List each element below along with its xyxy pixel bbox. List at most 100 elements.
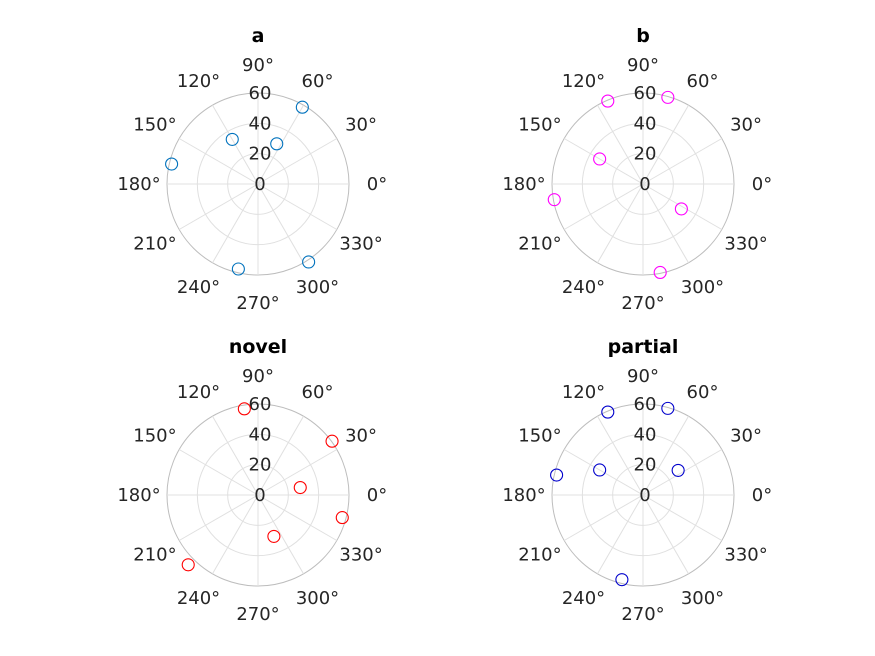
grid-spoke — [597, 415, 644, 496]
r-tick-label: 40 — [634, 113, 657, 134]
data-point — [615, 573, 629, 587]
data-point — [225, 132, 239, 146]
theta-tick-label: 120° — [562, 382, 605, 403]
theta-tick-label: 270° — [236, 604, 279, 625]
data-point — [231, 262, 245, 276]
data-point — [601, 94, 615, 108]
grid-spoke — [563, 138, 644, 185]
chart-title: partial — [608, 336, 679, 358]
theta-tick-label: 150° — [518, 115, 561, 136]
polar-chart-3: 0° 30° 60° 90° 120° 150° 180° 210° 240° 270° 300° 3… — [502, 336, 772, 625]
theta-tick-label: 300° — [296, 588, 339, 609]
theta-tick-label: 330° — [724, 234, 767, 255]
polar-chart-1: 0° 30° 60° 90° 120° 150° 180° 210° 240° 270° 300° 3… — [502, 25, 772, 314]
data-point — [237, 402, 251, 416]
theta-tick-label: 300° — [296, 277, 339, 298]
r-tick-label: 60 — [249, 83, 272, 104]
r-tick-label: 60 — [634, 83, 657, 104]
grid-spoke — [642, 449, 723, 496]
grid-spoke — [257, 138, 338, 185]
polar-chart-0: 0° 30° 60° 90° 120° 150° 180° 210° 240° 270° 300° 3… — [117, 25, 387, 314]
grid-spoke — [257, 183, 304, 264]
theta-tick-label: 270° — [621, 293, 664, 314]
theta-tick-label: 210° — [133, 234, 176, 255]
polar-chart-2: 0° 30° 60° 90° 120° 150° 180° 210° 240° 270° 300° 3… — [117, 336, 387, 625]
theta-tick-label: 30° — [730, 115, 762, 136]
theta-tick-label: 240° — [177, 277, 220, 298]
data-point — [653, 265, 667, 279]
theta-tick-label: 30° — [345, 115, 377, 136]
grid-spoke — [178, 449, 259, 496]
r-tick-label: 0 — [639, 174, 650, 195]
theta-tick-label: 240° — [177, 588, 220, 609]
grid-spoke — [178, 494, 259, 541]
grid-spoke — [257, 494, 304, 575]
grid-spoke — [178, 138, 259, 185]
data-point — [674, 202, 688, 216]
data-point — [302, 255, 316, 269]
grid-spoke — [257, 415, 304, 496]
grid-spoke — [257, 183, 338, 230]
grid-spoke — [212, 415, 259, 496]
grid-spoke — [257, 494, 338, 541]
theta-tick-label: 330° — [724, 545, 767, 566]
theta-tick-label: 330° — [339, 234, 382, 255]
grid-spoke — [642, 104, 689, 185]
theta-tick-label: 150° — [133, 426, 176, 447]
theta-tick-label: 0° — [367, 485, 387, 506]
r-tick-label: 20 — [249, 144, 272, 165]
grid-spoke — [597, 183, 644, 264]
theta-tick-label: 30° — [345, 426, 377, 447]
theta-tick-label: 60° — [302, 71, 334, 92]
theta-tick-label: 0° — [367, 174, 387, 195]
data-point — [181, 558, 195, 572]
data-point — [270, 137, 284, 151]
grid-spoke — [642, 415, 689, 496]
grid-spoke — [257, 104, 304, 185]
theta-tick-label: 180° — [117, 174, 160, 195]
theta-tick-label: 270° — [236, 293, 279, 314]
data-point — [325, 434, 339, 448]
data-point — [593, 152, 607, 166]
theta-tick-label: 300° — [681, 277, 724, 298]
grid-spoke — [597, 104, 644, 185]
grid-spoke — [642, 183, 723, 230]
grid-spoke — [642, 494, 689, 575]
r-tick-label: 20 — [249, 455, 272, 476]
data-point — [671, 463, 685, 477]
data-point — [293, 480, 307, 495]
grid-spoke — [642, 138, 723, 185]
r-tick-label: 20 — [634, 144, 657, 165]
grid-spoke — [212, 183, 259, 264]
theta-tick-label: 270° — [621, 604, 664, 625]
chart-title: b — [636, 25, 650, 47]
data-point — [550, 468, 564, 482]
grid-spoke — [563, 449, 644, 496]
theta-tick-label: 210° — [518, 545, 561, 566]
grid-spoke — [642, 183, 689, 264]
grid-spoke — [597, 494, 644, 575]
data-point — [267, 529, 281, 543]
data-point — [335, 511, 349, 525]
r-tick-label: 40 — [634, 424, 657, 445]
theta-tick-label: 120° — [177, 71, 220, 92]
chart-title: a — [252, 25, 265, 47]
theta-tick-label: 60° — [687, 71, 719, 92]
theta-tick-label: 60° — [687, 382, 719, 403]
theta-tick-label: 0° — [752, 485, 772, 506]
data-point — [165, 157, 179, 171]
r-tick-label: 60 — [249, 394, 272, 415]
data-point — [593, 463, 607, 477]
theta-tick-label: 90° — [242, 55, 274, 76]
data-point — [661, 401, 675, 415]
theta-tick-label: 240° — [562, 588, 605, 609]
theta-tick-label: 120° — [562, 71, 605, 92]
theta-tick-label: 60° — [302, 382, 334, 403]
grid-spoke — [212, 494, 259, 575]
r-tick-label: 0 — [254, 174, 265, 195]
theta-tick-label: 210° — [518, 234, 561, 255]
grid-spoke — [563, 494, 644, 541]
theta-tick-label: 180° — [502, 485, 545, 506]
theta-tick-label: 150° — [133, 115, 176, 136]
